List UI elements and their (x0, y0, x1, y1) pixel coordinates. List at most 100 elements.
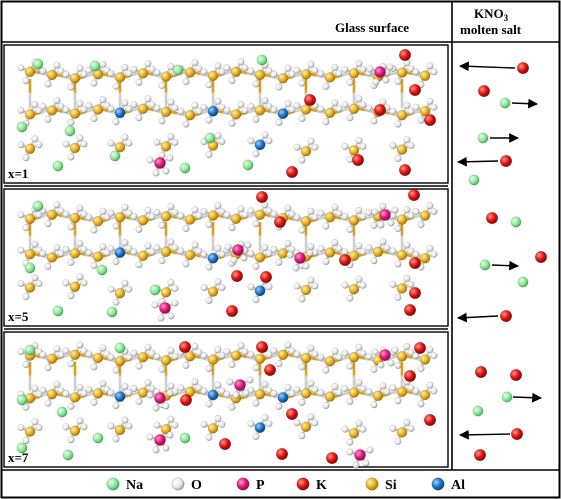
atom-o (370, 221, 378, 229)
atom-si (396, 109, 408, 121)
atom-o (62, 140, 70, 148)
atom-si (69, 392, 81, 403)
atom-o (389, 247, 397, 255)
atom-o (44, 262, 52, 270)
atom-o (76, 134, 84, 142)
atom-si (160, 141, 172, 152)
atom-si (92, 251, 104, 262)
atom-o (407, 348, 415, 356)
ion-k (276, 448, 289, 461)
atom-o (252, 296, 260, 304)
ion-k (264, 364, 277, 377)
atom-o (76, 64, 84, 72)
salt-ion-k (500, 310, 513, 323)
atom-layer (16, 49, 438, 469)
atom-si (137, 68, 149, 79)
atom-si (137, 387, 149, 398)
atom-o (22, 154, 30, 162)
atom-o (241, 211, 249, 219)
ion-na (172, 64, 184, 76)
atom-o (67, 436, 75, 444)
atom-o (67, 119, 75, 127)
atom-o (341, 385, 349, 393)
bond (388, 71, 399, 76)
atom-o (171, 104, 179, 112)
atom-o (44, 220, 52, 228)
atom-o (214, 381, 222, 389)
atom-si (396, 214, 408, 225)
bond (85, 108, 95, 113)
atom-o (346, 225, 354, 233)
atom-o (270, 210, 278, 218)
atom-o (346, 294, 354, 302)
atom-o (76, 100, 84, 108)
atom-o (90, 262, 98, 270)
atom-o (224, 243, 232, 251)
ion-na (204, 132, 216, 144)
bond (293, 72, 303, 78)
atom-o (383, 244, 391, 252)
atom-o (85, 249, 93, 257)
atom-o (407, 247, 415, 255)
atom-o (167, 382, 175, 390)
atom-o (62, 70, 70, 78)
atom-o (125, 422, 133, 430)
legend-item-o: O (171, 477, 202, 493)
atom-o (252, 80, 260, 88)
atom-o (331, 99, 339, 107)
atom-o (31, 418, 39, 426)
atom-si (160, 246, 172, 258)
atom-o (407, 65, 415, 73)
atom-o (167, 238, 175, 246)
atom-o (412, 250, 420, 258)
atom-o (200, 352, 208, 360)
atom-o (311, 66, 319, 74)
atom-si (114, 211, 126, 223)
atom-o (417, 365, 425, 373)
bond (85, 392, 95, 397)
atom-si (207, 70, 219, 82)
atom-o (121, 416, 129, 424)
atom-o (195, 107, 203, 115)
atom-o (218, 138, 226, 146)
atom-o (377, 221, 385, 229)
atom-si (230, 350, 242, 361)
atom-o (307, 344, 315, 352)
atom-si (24, 426, 36, 437)
atom-si (324, 107, 336, 119)
atom-al (114, 107, 126, 119)
atom-o (146, 156, 154, 164)
atom-o (151, 301, 159, 309)
ion-na (62, 449, 74, 461)
atom-o (214, 97, 222, 105)
atom-si (184, 67, 196, 78)
atom-o (265, 102, 273, 110)
atom-o (218, 387, 226, 395)
atom-si (348, 284, 360, 295)
atom-o (359, 248, 367, 256)
atom-o (293, 282, 301, 290)
atom-o (90, 398, 98, 406)
atom-o (205, 151, 213, 159)
ion-k (304, 93, 317, 106)
atom-o (240, 254, 248, 262)
atom-o (44, 80, 52, 88)
atom-o (265, 249, 273, 257)
atom-o (394, 397, 402, 405)
atom-si (419, 70, 431, 82)
atom-o (144, 343, 152, 351)
atom-si (92, 215, 104, 227)
atom-o (135, 362, 143, 370)
atom-o (223, 64, 231, 72)
atom-o (341, 349, 349, 357)
atom-o (288, 389, 296, 397)
atom-o (107, 139, 115, 147)
atom-o (293, 419, 301, 427)
atom-o (53, 96, 61, 104)
atom-o (35, 424, 43, 432)
atom-o (252, 150, 260, 158)
atom-o (417, 221, 425, 229)
atom-o (22, 361, 30, 369)
atom-o (39, 102, 47, 110)
